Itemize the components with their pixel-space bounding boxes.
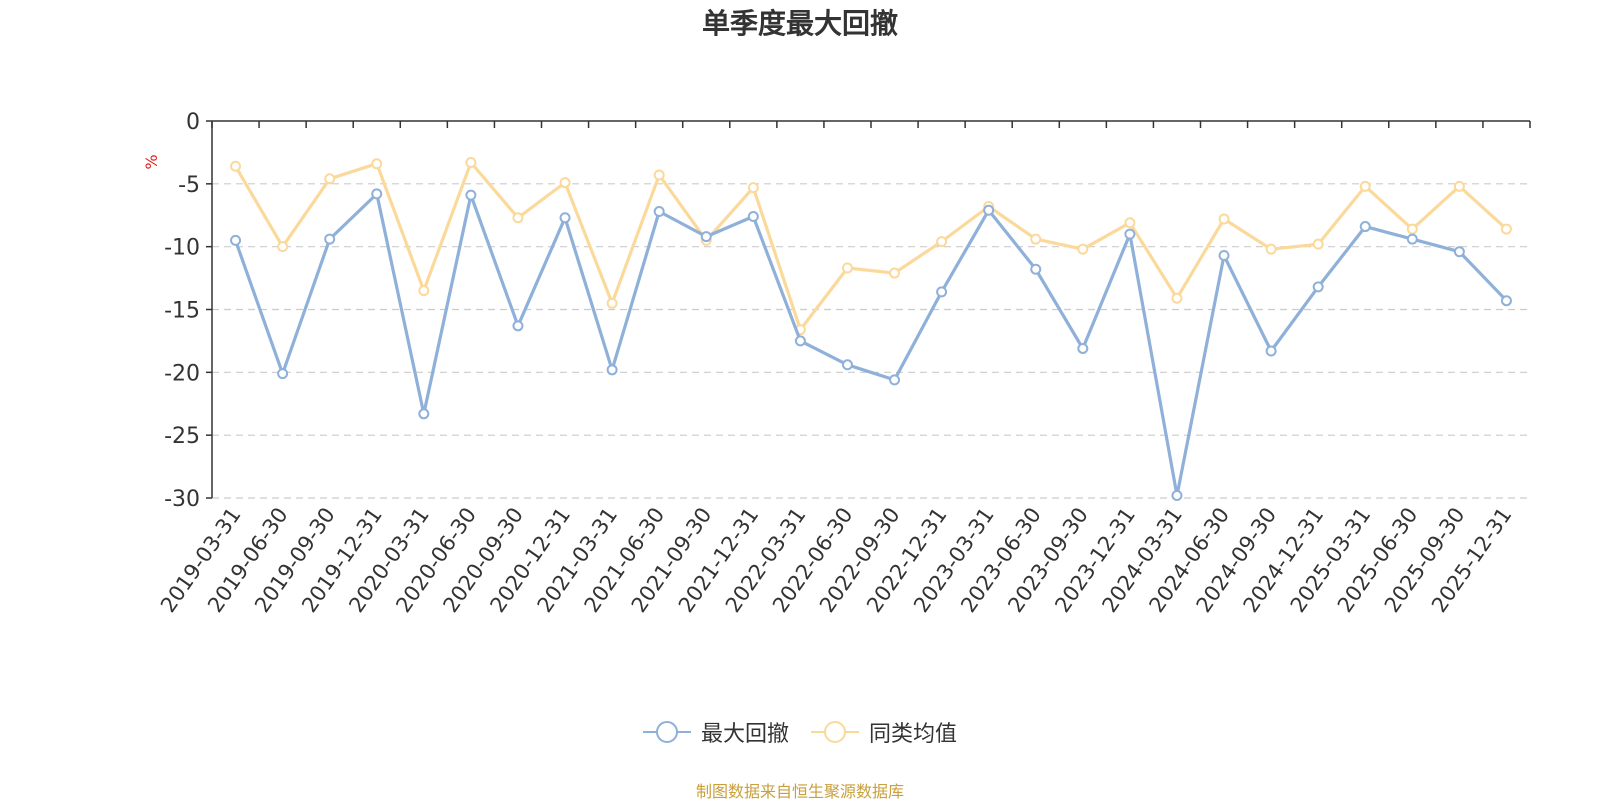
data-point-0 [512, 320, 524, 332]
data-point-0 [936, 286, 948, 298]
data-point-1 [1077, 243, 1089, 255]
y-tick-label: -5 [178, 173, 200, 198]
data-point-1 [747, 182, 759, 194]
data-point-1 [1312, 238, 1324, 250]
data-point-0 [700, 231, 712, 243]
data-point-1 [1124, 217, 1136, 229]
data-point-0 [559, 212, 571, 224]
data-point-0 [747, 211, 759, 223]
chart-title: 单季度最大回撤 [701, 7, 898, 40]
legend: 最大回撤 同类均值 [0, 716, 1600, 748]
data-point-0 [1359, 221, 1371, 233]
data-point-1 [230, 160, 242, 172]
data-source-note: 制图数据来自恒生聚源数据库 [695, 782, 904, 801]
data-point-1 [418, 285, 430, 297]
data-point-1 [277, 241, 289, 253]
data-point-0 [1265, 345, 1277, 357]
legend-marker-icon [811, 721, 859, 743]
data-point-1 [936, 236, 948, 248]
data-point-0 [1453, 246, 1465, 258]
data-point-0 [277, 368, 289, 380]
data-point-1 [324, 173, 336, 185]
data-point-1 [465, 156, 477, 168]
data-point-1 [1171, 292, 1183, 304]
data-point-0 [230, 234, 242, 246]
data-point-0 [983, 204, 995, 216]
data-point-1 [889, 267, 901, 279]
series-line-0 [233, 192, 1508, 498]
data-point-1 [1265, 243, 1277, 255]
data-point-0 [1030, 263, 1042, 275]
data-point-1 [653, 169, 665, 181]
legend-label: 同类均值 [869, 722, 958, 747]
data-point-0 [418, 408, 430, 420]
data-point-0 [465, 189, 477, 201]
data-point-0 [1500, 295, 1512, 307]
data-point-1 [606, 297, 618, 309]
data-point-1 [1030, 233, 1042, 245]
data-point-0 [324, 233, 336, 245]
data-point-1 [841, 262, 853, 274]
data-point-1 [371, 158, 383, 170]
data-point-1 [1500, 223, 1512, 235]
data-point-1 [559, 177, 571, 189]
data-point-1 [512, 212, 524, 224]
data-point-0 [653, 205, 665, 217]
data-point-0 [1171, 489, 1183, 501]
y-tick-label: -10 [164, 236, 200, 261]
data-point-1 [1453, 180, 1465, 192]
y-axis-label: % [142, 154, 161, 169]
data-point-1 [1218, 213, 1230, 225]
y-tick-label: -15 [164, 299, 200, 324]
legend-label: 最大回撤 [700, 722, 789, 747]
data-point-0 [794, 335, 806, 347]
data-point-0 [1218, 249, 1230, 261]
y-tick-label: 0 [186, 110, 200, 135]
series-line-1 [234, 160, 1508, 332]
data-point-0 [1312, 281, 1324, 293]
data-point-0 [841, 359, 853, 371]
data-point-0 [889, 374, 901, 386]
data-point-0 [606, 364, 618, 376]
y-tick-label: -25 [164, 424, 200, 449]
legend-item-max-drawdown[interactable]: 最大回撤 [642, 716, 789, 748]
legend-item-peer-average[interactable]: 同类均值 [811, 716, 957, 748]
data-point-0 [371, 188, 383, 200]
data-point-0 [1124, 228, 1136, 240]
legend-marker-icon [642, 721, 691, 743]
y-tick-label: -30 [164, 487, 200, 512]
data-point-0 [1406, 233, 1418, 245]
data-point-0 [1077, 342, 1089, 354]
data-point-1 [1359, 180, 1371, 192]
y-tick-label: -20 [164, 361, 200, 386]
data-point-1 [1406, 223, 1418, 235]
